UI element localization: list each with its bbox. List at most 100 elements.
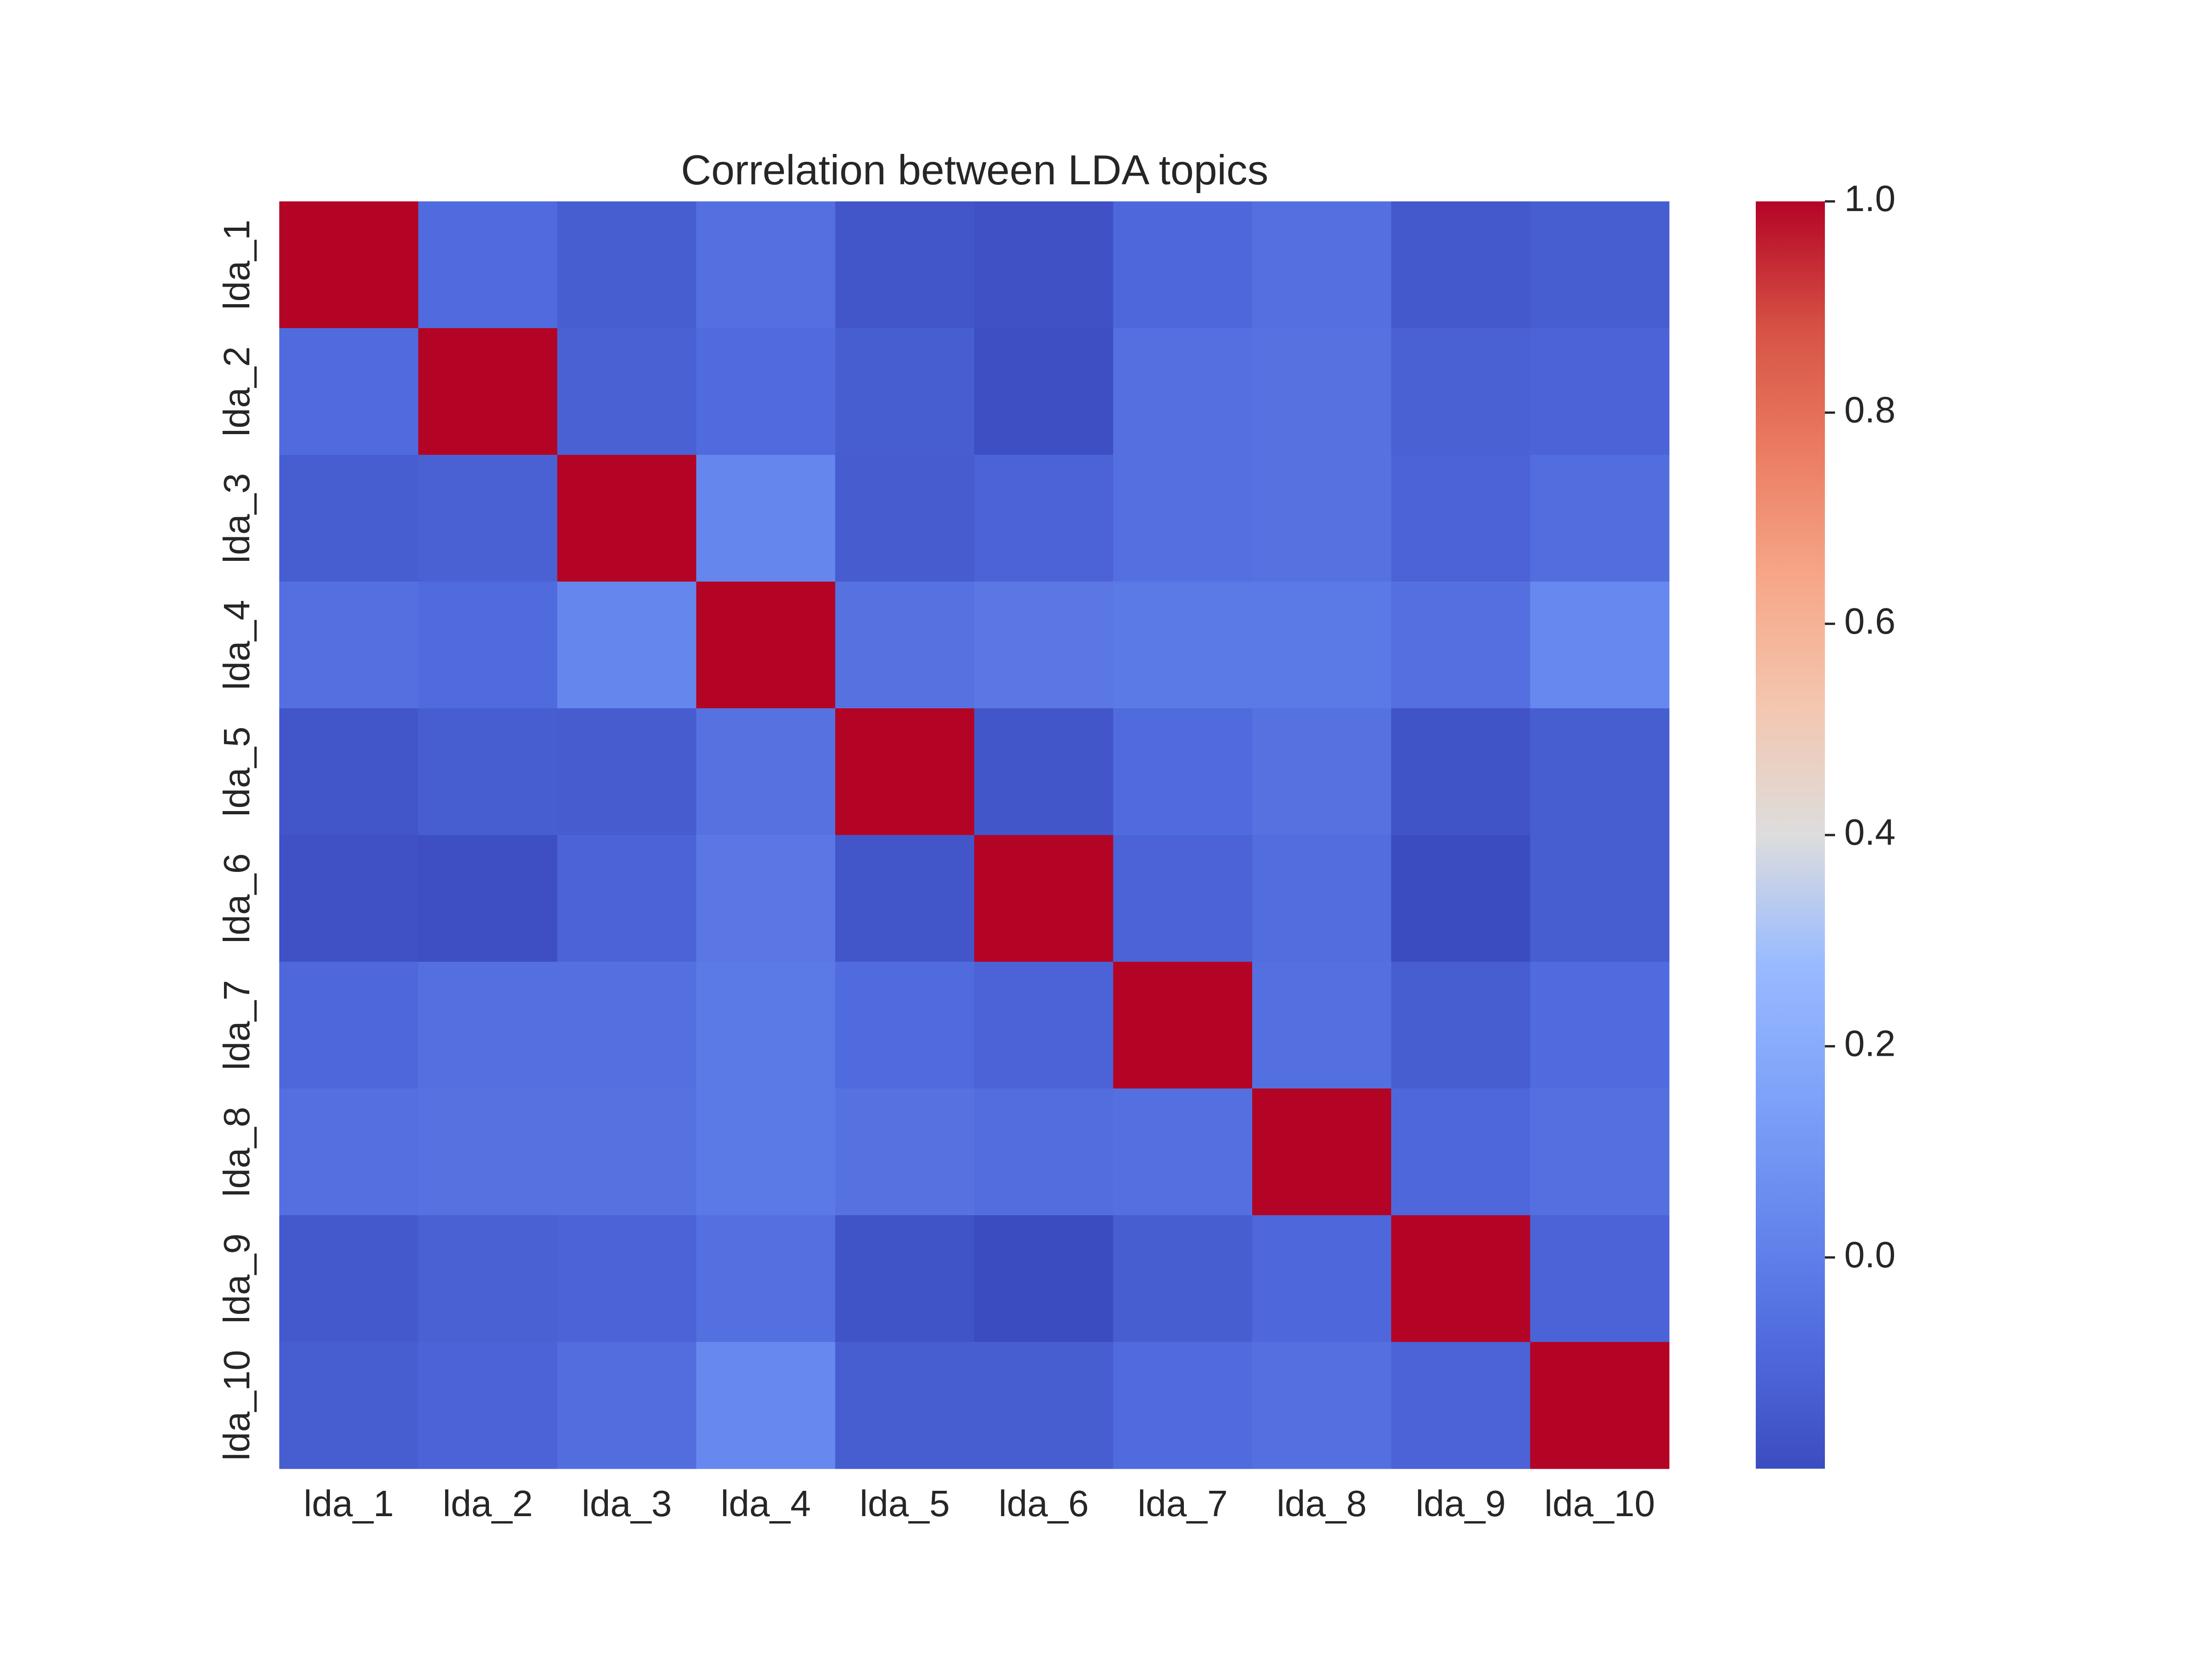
heatmap-cell-lda_10-lda_9	[1391, 1342, 1530, 1469]
heatmap-cell-lda_3-lda_1	[279, 455, 419, 582]
heatmap-cell-lda_10-lda_6	[974, 1342, 1114, 1469]
x-tick-label: lda_4	[721, 1483, 811, 1524]
heatmap-cell-lda_6-lda_8	[1252, 835, 1392, 962]
heatmap-cell-lda_5-lda_6	[974, 708, 1114, 835]
heatmap-cell-lda_7-lda_2	[418, 962, 558, 1089]
heatmap-cell-lda_2-lda_4	[696, 328, 835, 455]
heatmap-cell-lda_8-lda_3	[557, 1088, 697, 1216]
x-tick-label: lda_8	[1277, 1483, 1367, 1524]
heatmap-cell-lda_1-lda_1	[279, 201, 419, 329]
heatmap-cell-lda_8-lda_9	[1391, 1088, 1530, 1216]
y-tick-label: lda_1	[216, 220, 257, 310]
heatmap-cell-lda_1-lda_8	[1252, 201, 1392, 329]
colorbar-tick-label: 0.6	[1844, 600, 1895, 641]
heatmap-cell-lda_4-lda_7	[1113, 582, 1253, 709]
heatmap-cell-lda_9-lda_5	[835, 1215, 975, 1342]
y-tick-label: lda_2	[216, 347, 257, 437]
heatmap-cell-lda_1-lda_4	[696, 201, 835, 329]
colorbar-gradient	[1756, 201, 1825, 1469]
heatmap-cell-lda_5-lda_9	[1391, 708, 1530, 835]
heatmap-cell-lda_2-lda_2	[418, 328, 558, 455]
colorbar-tick-label: 0.0	[1844, 1234, 1895, 1275]
heatmap-cell-lda_10-lda_8	[1252, 1342, 1392, 1469]
heatmap-cell-lda_7-lda_7	[1113, 962, 1253, 1089]
y-tick-label: lda_7	[216, 980, 257, 1071]
heatmap-cell-lda_6-lda_2	[418, 835, 558, 962]
heatmap-cell-lda_3-lda_8	[1252, 455, 1392, 582]
heatmap-cell-lda_9-lda_8	[1252, 1215, 1392, 1342]
heatmap-cell-lda_8-lda_8	[1252, 1088, 1392, 1216]
heatmap-cell-lda_8-lda_5	[835, 1088, 975, 1216]
heatmap-cell-lda_3-lda_4	[696, 455, 835, 582]
heatmap-cell-lda_2-lda_9	[1391, 328, 1530, 455]
colorbar-ticks: 0.0 0.2 0.4 0.6 0.8 1.0	[1825, 178, 1895, 1275]
y-tick-label: lda_9	[216, 1234, 257, 1324]
x-tick-label: lda_5	[859, 1483, 950, 1524]
heatmap-cell-lda_6-lda_5	[835, 835, 975, 962]
heatmap-cell-lda_4-lda_6	[974, 582, 1114, 709]
y-tick-label: lda_10	[216, 1350, 257, 1460]
x-tick-label: lda_2	[443, 1483, 533, 1524]
heatmap-cell-lda_4-lda_4	[696, 582, 835, 709]
heatmap-cell-lda_1-lda_10	[1530, 201, 1670, 329]
heatmap-cell-lda_8-lda_6	[974, 1088, 1114, 1216]
heatmap-cell-lda_6-lda_9	[1391, 835, 1530, 962]
heatmap-cell-lda_3-lda_7	[1113, 455, 1253, 582]
heatmap-cell-lda_6-lda_1	[279, 835, 419, 962]
heatmap-cell-lda_9-lda_3	[557, 1215, 697, 1342]
colorbar-tick-label: 1.0	[1844, 178, 1895, 219]
heatmap-cell-lda_8-lda_10	[1530, 1088, 1670, 1216]
heatmap-cell-lda_1-lda_6	[974, 201, 1114, 329]
x-tick-label: lda_1	[304, 1483, 394, 1524]
heatmap-cell-lda_9-lda_2	[418, 1215, 558, 1342]
heatmap-cell-lda_4-lda_9	[1391, 582, 1530, 709]
heatmap-cell-lda_3-lda_10	[1530, 455, 1670, 582]
heatmap-cell-lda_7-lda_6	[974, 962, 1114, 1089]
heatmap-cell-lda_8-lda_2	[418, 1088, 558, 1216]
heatmap-cell-lda_5-lda_7	[1113, 708, 1253, 835]
heatmap-cell-lda_6-lda_6	[974, 835, 1114, 962]
heatmap-cell-lda_4-lda_3	[557, 582, 697, 709]
heatmap-cell-lda_9-lda_1	[279, 1215, 419, 1342]
heatmap-cell-lda_6-lda_10	[1530, 835, 1670, 962]
heatmap-cell-lda_5-lda_10	[1530, 708, 1670, 835]
x-tick-label: lda_10	[1544, 1483, 1655, 1524]
heatmap-cell-lda_8-lda_7	[1113, 1088, 1253, 1216]
x-tick-label: lda_3	[582, 1483, 672, 1524]
heatmap-cell-lda_10-lda_7	[1113, 1342, 1253, 1469]
heatmap-cell-lda_1-lda_5	[835, 201, 975, 329]
heatmap-cell-lda_5-lda_3	[557, 708, 697, 835]
heatmap-cell-lda_10-lda_2	[418, 1342, 558, 1469]
heatmap-cell-lda_5-lda_4	[696, 708, 835, 835]
heatmap-cell-lda_7-lda_3	[557, 962, 697, 1089]
heatmap-cell-lda_10-lda_4	[696, 1342, 835, 1469]
heatmap-cell-lda_7-lda_1	[279, 962, 419, 1089]
heatmap-cell-lda_7-lda_8	[1252, 962, 1392, 1089]
heatmap-cell-lda_9-lda_10	[1530, 1215, 1670, 1342]
colorbar-tick-label: 0.2	[1844, 1023, 1895, 1064]
colorbar-tick-label: 0.4	[1844, 812, 1895, 853]
heatmap-cell-lda_4-lda_1	[279, 582, 419, 709]
heatmap-cell-lda_5-lda_8	[1252, 708, 1392, 835]
heatmap-cell-lda_3-lda_9	[1391, 455, 1530, 582]
heatmap-cell-lda_7-lda_4	[696, 962, 835, 1089]
chart-title: Correlation between LDA topics	[681, 147, 1269, 194]
heatmap-cell-lda_1-lda_2	[418, 201, 558, 329]
heatmap-cell-lda_7-lda_10	[1530, 962, 1670, 1089]
heatmap-cell-lda_6-lda_3	[557, 835, 697, 962]
heatmap-cell-lda_5-lda_1	[279, 708, 419, 835]
y-tick-label: lda_6	[216, 853, 257, 944]
heatmap-cell-lda_2-lda_10	[1530, 328, 1670, 455]
x-axis-tick-labels: lda_1 lda_2 lda_3 lda_4 lda_5 lda_6 lda_7 lda_8…	[304, 1483, 1655, 1524]
heatmap-cell-lda_6-lda_4	[696, 835, 835, 962]
heatmap-cell-lda_4-lda_8	[1252, 582, 1392, 709]
heatmap-cell-lda_4-lda_2	[418, 582, 558, 709]
heatmap-cell-lda_2-lda_1	[279, 328, 419, 455]
heatmap-cell-lda_4-lda_10	[1530, 582, 1670, 709]
heatmap-cell-lda_3-lda_6	[974, 455, 1114, 582]
heatmap-cell-lda_3-lda_2	[418, 455, 558, 582]
x-tick-label: lda_7	[1138, 1483, 1228, 1524]
x-tick-label: lda_6	[999, 1483, 1089, 1524]
y-tick-label: lda_4	[216, 600, 257, 690]
